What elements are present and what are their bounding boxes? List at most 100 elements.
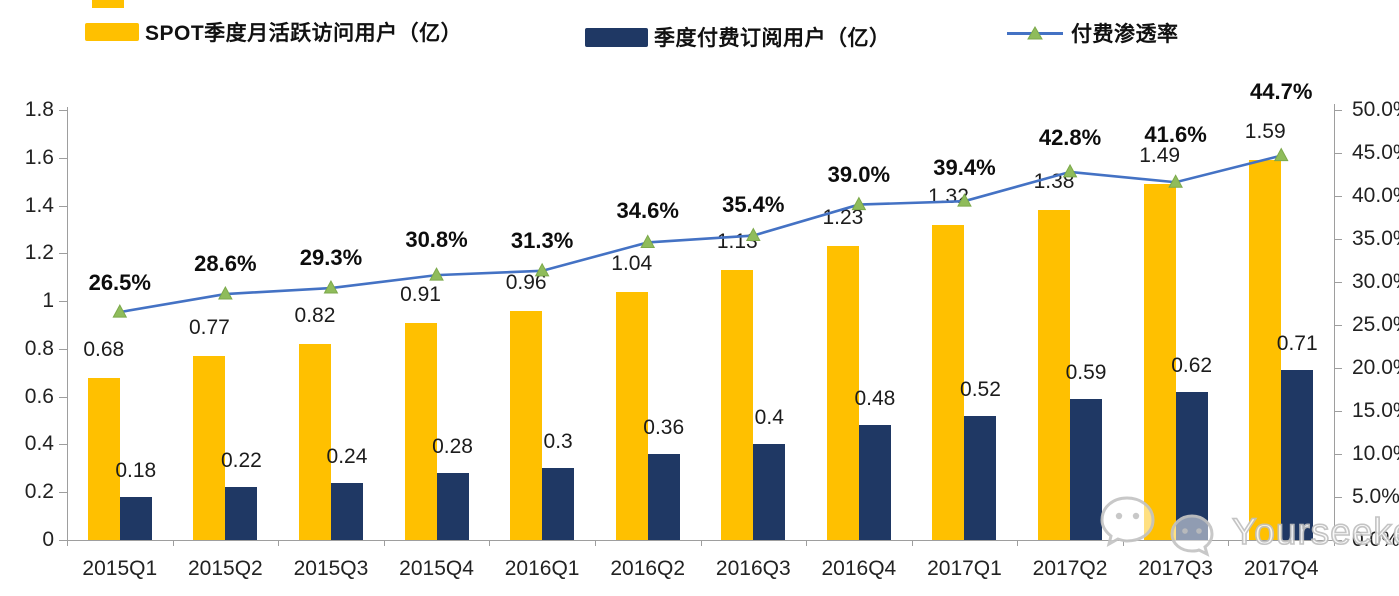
- bar-value-label-subscribers: 0.52: [960, 377, 1001, 401]
- triangle-marker-icon: [112, 304, 128, 318]
- x-axis-label: 2017Q2: [1032, 557, 1108, 580]
- x-axis-tick: [489, 540, 491, 546]
- right-axis-tick-label: 10.0%: [1352, 442, 1399, 465]
- x-axis-tick: [1228, 540, 1230, 546]
- penetration-data-label: 31.3%: [510, 227, 574, 253]
- triangle-marker-icon: [851, 196, 867, 211]
- right-axis-tick: [1334, 368, 1342, 369]
- bar-subscribers: [858, 425, 891, 540]
- right-axis-tick-label: 30.0%: [1352, 270, 1399, 293]
- x-axis-tick: [700, 540, 702, 546]
- x-axis-tick: [1122, 540, 1124, 546]
- triangle-marker-icon: [218, 285, 233, 300]
- bar-subscribers: [330, 482, 363, 540]
- bar-value-label-mau: 0.77: [188, 316, 230, 340]
- bar-value-label-subscribers: 0.18: [115, 459, 157, 482]
- penetration-data-label: 39.4%: [933, 155, 996, 181]
- triangle-marker-icon: [1027, 26, 1043, 40]
- bar-mau: [721, 270, 754, 540]
- y-axis-tick-label: 0: [42, 528, 54, 551]
- right-axis-tick-label: 35.0%: [1352, 227, 1399, 250]
- legend-item-mau: SPOT季度月活跃访问用户（亿）: [85, 17, 462, 47]
- y-axis-tick: [59, 253, 67, 255]
- right-axis-tick: [1334, 411, 1342, 412]
- bar-mau: [1249, 160, 1282, 540]
- y-axis-tick-label: 0.8: [24, 336, 54, 360]
- bar-value-label-mau: 0.68: [83, 337, 125, 361]
- legend-swatch-navy: [585, 27, 648, 47]
- bar-value-label-subscribers: 0.36: [643, 416, 685, 439]
- triangle-marker-icon: [323, 279, 339, 294]
- bar-subscribers: [647, 454, 680, 540]
- y-axis-tick-label: 1.2: [24, 241, 54, 265]
- right-axis-tick: [1334, 325, 1342, 326]
- x-axis-label: 2015Q2: [188, 557, 263, 580]
- bar-mau: [826, 246, 859, 540]
- y-axis-tick: [59, 444, 67, 446]
- bar-value-label-mau: 0.96: [505, 270, 547, 294]
- bar-subscribers: [436, 473, 469, 540]
- bar-subscribers: [964, 415, 997, 540]
- right-axis-tick-label: 0.0%: [1352, 528, 1399, 551]
- right-axis-tick: [1334, 196, 1342, 197]
- x-axis-tick: [594, 540, 596, 546]
- x-axis-tick: [911, 540, 913, 546]
- right-axis-tick-label: 45.0%: [1352, 141, 1399, 164]
- bar-value-label-mau: 0.82: [294, 304, 336, 328]
- x-axis-label: 2016Q2: [610, 557, 686, 580]
- right-axis-tick: [1334, 540, 1342, 541]
- right-axis-tick: [1334, 282, 1342, 283]
- penetration-data-label: 44.7%: [1250, 78, 1313, 104]
- x-axis-label: 2015Q1: [82, 557, 158, 580]
- x-axis-label: 2016Q1: [504, 557, 580, 580]
- penetration-data-label: 39.0%: [827, 161, 891, 187]
- x-axis-label: 2015Q4: [399, 557, 474, 580]
- right-axis-tick-label: 50.0%: [1352, 98, 1399, 121]
- legend-item-penetration: 付费渗透率: [1007, 18, 1179, 48]
- penetration-line: [112, 147, 1289, 318]
- x-axis-tick: [806, 540, 808, 546]
- penetration-data-label: 35.4%: [722, 191, 785, 217]
- triangle-marker-icon: [957, 193, 972, 207]
- bar-mau: [404, 322, 437, 540]
- y-axis-tick: [59, 205, 67, 207]
- x-axis-tick: [172, 540, 174, 546]
- bar-value-label-mau: 0.91: [400, 282, 441, 306]
- x-axis-tick: [383, 540, 385, 546]
- bar-value-label-subscribers: 0.59: [1065, 361, 1107, 385]
- y-axis-tick: [59, 492, 67, 494]
- triangle-marker-icon: [429, 267, 444, 281]
- x-axis-label: 2017Q3: [1138, 557, 1213, 580]
- bar-mau: [87, 377, 120, 540]
- y-axis-tick: [59, 110, 67, 111]
- x-axis-label: 2017Q4: [1243, 557, 1319, 580]
- bar-mau: [1143, 184, 1176, 540]
- bar-value-label-mau: 1.59: [1244, 120, 1286, 144]
- bar-subscribers: [542, 468, 575, 540]
- right-axis-tick: [1334, 454, 1342, 455]
- triangle-marker-icon: [1168, 174, 1183, 188]
- x-axis-tick: [1334, 540, 1335, 546]
- y-axis-tick: [59, 540, 67, 541]
- right-axis-line: [1334, 104, 1335, 540]
- cropped-legend-artifact: [92, 0, 124, 8]
- right-axis-tick-label: 20.0%: [1352, 356, 1399, 379]
- legend-line-sample: [1007, 22, 1063, 44]
- x-axis-tick: [278, 540, 280, 546]
- bar-subscribers: [1070, 399, 1103, 540]
- bar-value-label-mau: 1.49: [1139, 144, 1181, 168]
- right-axis-tick-label: 5.0%: [1352, 485, 1399, 508]
- y-axis-tick-label: 0.2: [24, 480, 54, 504]
- bar-subscribers: [753, 444, 786, 540]
- penetration-data-label: 26.5%: [88, 270, 151, 296]
- y-axis-tick-label: 0.4: [24, 432, 54, 456]
- right-axis-tick-label: 40.0%: [1352, 184, 1399, 207]
- y-axis-tick: [59, 348, 67, 350]
- bar-mau: [510, 310, 543, 540]
- penetration-data-label: 30.8%: [405, 227, 468, 253]
- y-axis-line: [67, 107, 68, 540]
- y-axis-tick-label: 1.6: [24, 145, 54, 169]
- legend-label-subscribers: 季度付费订阅用户（亿）: [654, 27, 891, 50]
- penetration-data-label: 34.6%: [616, 198, 679, 224]
